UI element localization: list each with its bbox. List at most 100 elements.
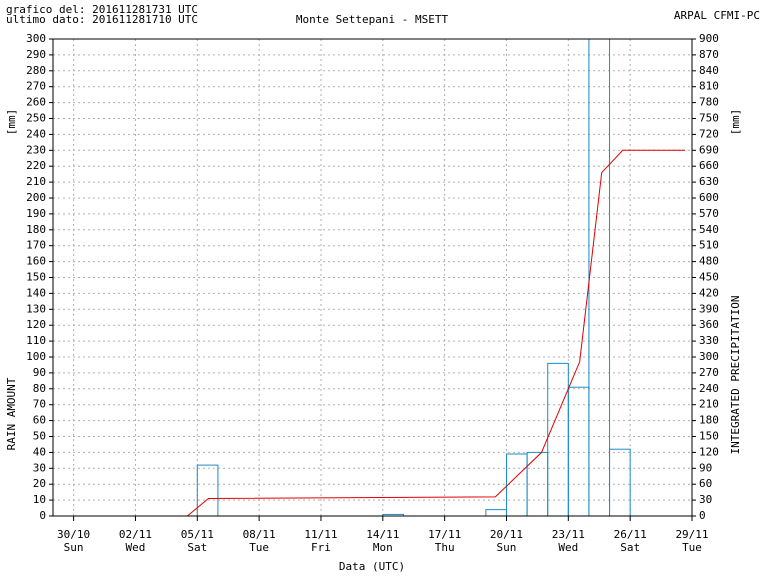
y2-tick-label: 30	[699, 493, 712, 506]
y-tick-label: 230	[26, 143, 46, 156]
y-tick-label: 150	[26, 271, 46, 284]
header-line: ultimo dato: 201611281710 UTC	[6, 13, 198, 26]
y-tick-label: 190	[26, 207, 46, 220]
y2-tick-label: 300	[699, 350, 719, 363]
x-tick-weekday: Sat	[187, 541, 207, 554]
y-tick-label: 10	[33, 493, 46, 506]
plot: 0 10 20 30 40 50 60 70 80 90 100 110 120 130 140 150 160…	[26, 32, 719, 554]
y-tick-label: 80	[33, 382, 46, 395]
y-tick-label: 120	[26, 318, 46, 331]
y-tick-label: 140	[26, 286, 46, 299]
y-tick-label: 20	[33, 477, 46, 490]
y-tick-label: 60	[33, 414, 46, 427]
bar	[609, 448, 631, 516]
x-tick-label: 11/11	[304, 528, 337, 541]
y2-tick-label: 540	[699, 223, 719, 236]
y-tick-label: 160	[26, 255, 46, 268]
x-tick-weekday: Tue	[249, 541, 269, 554]
y-tick-label: 180	[26, 223, 46, 236]
y2-tick-label: 210	[699, 398, 719, 411]
x-tick-weekday: Fri	[311, 541, 331, 554]
y2-tick-label: 750	[699, 112, 719, 125]
y2-tick-label: 450	[699, 271, 719, 284]
x-tick-weekday: Tue	[682, 541, 702, 554]
plot-frame	[52, 38, 693, 517]
bar	[588, 39, 611, 516]
y2-tick-label: 120	[699, 445, 719, 458]
x-tick-label: 08/11	[243, 528, 276, 541]
y2-tick-label: 150	[699, 430, 719, 443]
y-tick-label: 200	[26, 191, 46, 204]
y2-axis-label: INTEGRATED PRECIPITATION	[729, 296, 742, 455]
y2-unit: [mm]	[729, 109, 742, 136]
y-tick-label: 100	[26, 350, 46, 363]
y-tick-label: 130	[26, 302, 46, 315]
y2-tick-label: 690	[699, 143, 719, 156]
x-tick-label: 17/11	[428, 528, 461, 541]
y-tick-label: 240	[26, 127, 46, 140]
y2-tick-label: 570	[699, 207, 719, 220]
y-tick-label: 70	[33, 398, 46, 411]
y2-tick-label: 660	[699, 159, 719, 172]
y-tick-label: 300	[26, 32, 46, 45]
y-tick-label: 170	[26, 239, 46, 252]
y2-tick-label: 240	[699, 382, 719, 395]
y2-tick-label: 270	[699, 366, 719, 379]
y-tick-label: 30	[33, 461, 46, 474]
x-tick-label: 30/10	[57, 528, 90, 541]
y2-tick-label: 180	[699, 414, 719, 427]
y2-tick-label: 870	[699, 48, 719, 61]
x-tick-label: 14/11	[366, 528, 399, 541]
source-label: ARPAL CFMI-PC	[674, 9, 760, 22]
y-tick-label: 40	[33, 445, 46, 458]
y2-tick-label: 0	[699, 509, 706, 522]
y2-tick-label: 330	[699, 334, 719, 347]
y2-tick-label: 510	[699, 239, 719, 252]
y2-tick-label: 600	[699, 191, 719, 204]
integrated-line	[53, 149, 685, 516]
y-tick-label: 250	[26, 112, 46, 125]
y-tick-label: 0	[39, 509, 46, 522]
y2-tick-label: 480	[699, 255, 719, 268]
chart-title: Monte Settepani - MSETT	[296, 13, 449, 26]
y2-tick-label: 900	[699, 32, 719, 45]
y2-tick-label: 360	[699, 318, 719, 331]
y2-tick-label: 630	[699, 175, 719, 188]
y2-tick-label: 420	[699, 286, 719, 299]
y-tick-label: 110	[26, 334, 46, 347]
x-tick-label: 29/11	[675, 528, 708, 541]
y2-tick-label: 810	[699, 80, 719, 93]
x-tick-label: 26/11	[614, 528, 647, 541]
y2-tick-label: 780	[699, 96, 719, 109]
y-unit: [mm]	[5, 109, 18, 136]
header-line: grafico del: 201611281731 UTC	[6, 3, 198, 16]
x-tick-weekday: Sun	[497, 541, 517, 554]
x-tick-weekday: Mon	[373, 541, 393, 554]
x-axis-label: Data (UTC)	[339, 560, 405, 573]
y-tick-label: 270	[26, 80, 46, 93]
y-tick-label: 220	[26, 159, 46, 172]
y-tick-label: 260	[26, 96, 46, 109]
y2-tick-label: 390	[699, 302, 719, 315]
x-tick-weekday: Sun	[64, 541, 84, 554]
x-tick-label: 02/11	[119, 528, 152, 541]
y-tick-label: 210	[26, 175, 46, 188]
x-tick-label: 05/11	[181, 528, 214, 541]
y-tick-label: 50	[33, 430, 46, 443]
y-tick-label: 290	[26, 48, 46, 61]
x-tick-weekday: Thu	[435, 541, 455, 554]
y2-tick-label: 60	[699, 477, 712, 490]
x-tick-weekday: Wed	[126, 541, 146, 554]
y-tick-label: 90	[33, 366, 46, 379]
x-tick-label: 23/11	[552, 528, 585, 541]
y2-tick-label: 90	[699, 461, 712, 474]
x-tick-label: 20/11	[490, 528, 523, 541]
y2-tick-label: 840	[699, 64, 719, 77]
y2-tick-label: 720	[699, 127, 719, 140]
x-tick-weekday: Wed	[558, 541, 578, 554]
x-tick-weekday: Sat	[620, 541, 640, 554]
y-axis-label: RAIN AMOUNT	[5, 377, 18, 450]
y-tick-label: 280	[26, 64, 46, 77]
